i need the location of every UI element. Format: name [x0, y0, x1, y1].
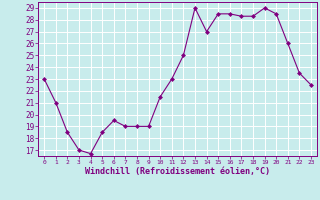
- X-axis label: Windchill (Refroidissement éolien,°C): Windchill (Refroidissement éolien,°C): [85, 167, 270, 176]
